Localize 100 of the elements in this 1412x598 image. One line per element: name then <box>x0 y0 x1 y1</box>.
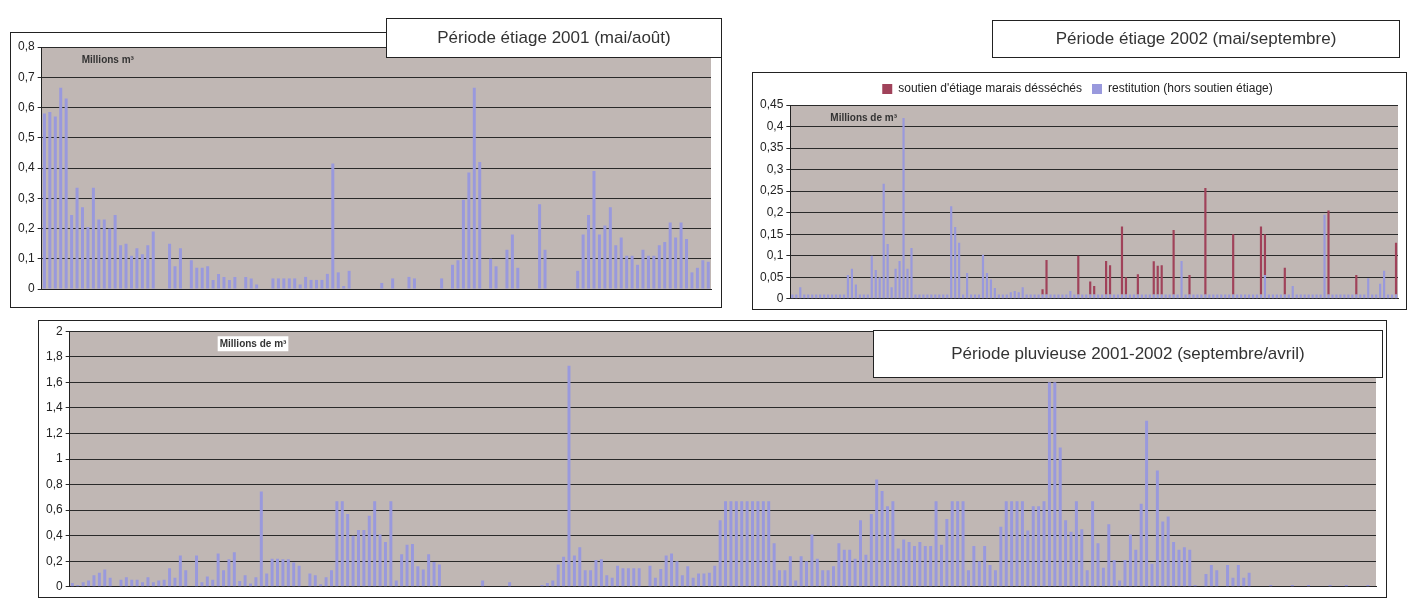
bar <box>324 577 328 587</box>
bar <box>859 520 862 587</box>
annotation: Millions de m³ <box>830 112 898 123</box>
bar <box>1355 275 1358 295</box>
bar <box>603 225 607 289</box>
bar <box>64 98 68 289</box>
bar <box>81 207 84 289</box>
bar <box>173 577 177 587</box>
legend-label: restitution (hors soutien étiage) <box>1107 81 1273 96</box>
y-tick-label: 1,2 <box>45 425 63 440</box>
annotation: Millions m³ <box>81 54 135 65</box>
y-tick-label: 0,7 <box>17 69 35 84</box>
bar <box>309 279 313 289</box>
bar <box>1045 260 1048 295</box>
y-tick-label: 0,3 <box>766 161 784 176</box>
bar <box>945 519 949 587</box>
bar <box>1139 503 1143 587</box>
bar <box>1232 234 1235 295</box>
bar <box>1150 563 1154 587</box>
bar <box>1226 565 1230 587</box>
bar <box>969 294 973 299</box>
bar <box>578 547 582 587</box>
y-tick-label: 0,2 <box>17 220 35 235</box>
bar <box>168 243 172 289</box>
y-tick-label: 1,6 <box>45 374 63 389</box>
bar <box>1107 524 1111 587</box>
bar <box>276 558 279 587</box>
bar <box>691 577 695 587</box>
bar <box>805 561 808 587</box>
bar <box>621 568 625 587</box>
bar <box>1244 294 1247 299</box>
bar <box>1160 265 1163 295</box>
bar <box>205 576 209 587</box>
bar <box>870 255 873 299</box>
bar <box>630 255 634 289</box>
bar <box>664 555 668 587</box>
bar <box>1116 294 1120 299</box>
bar <box>1124 294 1128 299</box>
bar <box>706 261 710 289</box>
y-tick-label: 0,6 <box>17 99 35 114</box>
bar <box>293 278 297 289</box>
bar <box>362 529 366 587</box>
y-tick-label: 0,45 <box>760 97 784 112</box>
bar <box>934 501 938 587</box>
bar <box>281 559 285 587</box>
bar <box>886 506 889 587</box>
bar <box>1236 565 1240 587</box>
bar <box>405 544 409 587</box>
bar <box>1259 294 1263 299</box>
y-tick-label: 0,6 <box>45 502 63 517</box>
y-tick-label: 0 <box>55 579 63 594</box>
bar <box>1120 294 1124 299</box>
bar <box>346 513 350 587</box>
bar <box>679 222 683 289</box>
bar <box>778 570 781 587</box>
bar <box>1247 572 1251 587</box>
bar <box>882 183 885 299</box>
bar <box>1323 214 1326 299</box>
bar <box>308 573 312 587</box>
bar <box>783 570 787 587</box>
bar <box>1375 294 1378 299</box>
bar <box>373 501 377 587</box>
bar <box>270 558 274 587</box>
bar <box>652 255 656 289</box>
bar <box>1155 470 1159 587</box>
bar <box>1263 234 1267 276</box>
bar <box>467 172 471 289</box>
bar <box>853 558 857 587</box>
bar <box>510 234 514 289</box>
y-tick-label: 0,15 <box>760 226 784 241</box>
bar <box>1383 270 1386 299</box>
bar <box>184 570 188 587</box>
bar <box>966 272 969 299</box>
bar <box>826 294 830 299</box>
bar <box>675 561 679 587</box>
legend-label: soutien d'étiage marais désséchés <box>898 81 1082 96</box>
bar <box>834 294 838 299</box>
bar <box>211 279 215 289</box>
bar <box>222 276 226 289</box>
bar <box>1204 188 1207 295</box>
bar <box>119 579 123 587</box>
bar <box>1004 501 1008 587</box>
bar <box>745 501 749 587</box>
bar <box>1112 294 1116 299</box>
bar <box>1267 294 1271 299</box>
bar <box>1047 382 1051 587</box>
bar <box>858 294 861 299</box>
bar <box>1085 294 1088 299</box>
bar <box>1145 420 1149 587</box>
y-tick-label: 0,1 <box>17 251 35 266</box>
bar <box>668 222 672 289</box>
bar <box>907 542 911 587</box>
y-tick-label: 0,2 <box>45 553 63 568</box>
bar <box>788 556 792 587</box>
bar <box>1021 287 1024 299</box>
bar <box>1367 278 1370 299</box>
bar <box>592 171 596 289</box>
bar <box>271 278 275 289</box>
bar <box>1053 382 1057 587</box>
bar <box>1209 565 1213 587</box>
